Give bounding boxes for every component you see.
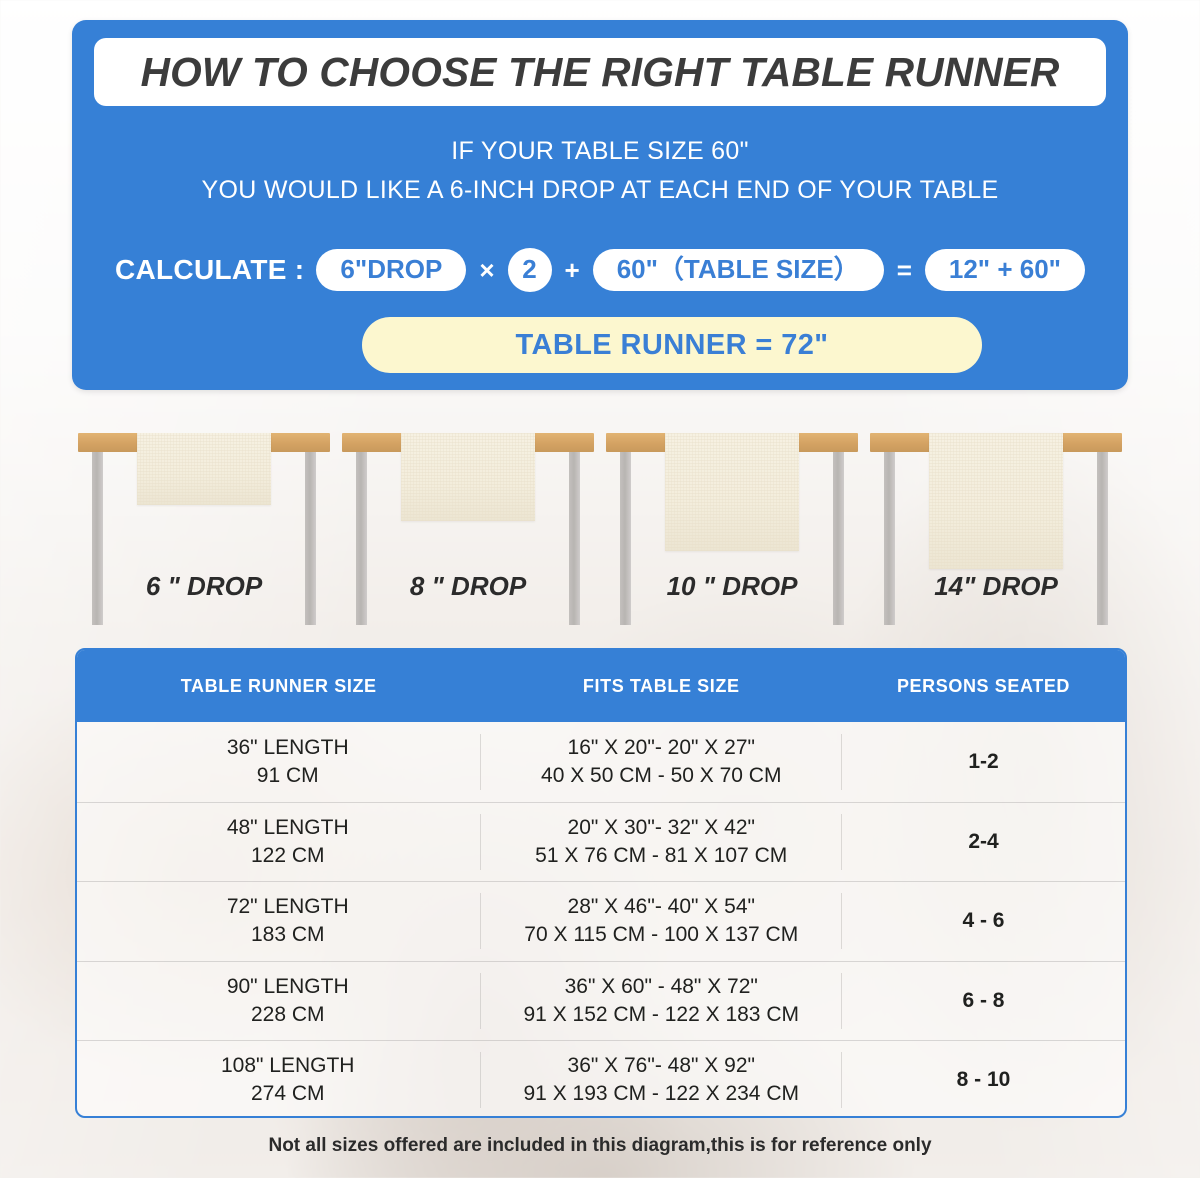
fits-cm: 91 X 193 CM - 122 X 234 CM	[523, 1082, 799, 1106]
calculation-row: CALCULATE : 6"DROP × 2 + 60"（TABLE SIZE）…	[72, 248, 1128, 292]
drop-label: 6 " DROP	[145, 571, 263, 601]
fits-cm: 70 X 115 CM - 100 X 137 CM	[524, 923, 799, 947]
table-leg-right	[569, 452, 580, 625]
runner-size-length: 108" LENGTH	[220, 1054, 355, 1078]
drop-illustration-10in: 10 " DROP	[600, 425, 864, 625]
table-leg-left	[620, 452, 631, 625]
title-plate: HOW TO CHOOSE THE RIGHT TABLE RUNNER	[94, 38, 1106, 106]
sum-pill: 12" + 60"	[924, 249, 1085, 291]
footnote: Not all sizes offered are included in th…	[268, 1135, 932, 1156]
cell-runner-size: 36" LENGTH 91 CM	[77, 734, 480, 790]
drop-label: 8 " DROP	[409, 571, 527, 601]
runner-size-length: 48" LENGTH	[226, 815, 349, 839]
size-chart-table: TABLE RUNNER SIZE FITS TABLE SIZE PERSON…	[75, 648, 1127, 1118]
fits-cm: 40 X 50 CM - 50 X 70 CM	[541, 763, 782, 787]
drop-illustrations: 6 " DROP 8 " DROP 10 " DROP 14" DROP	[72, 425, 1128, 625]
cell-runner-size: 108" LENGTH 274 CM	[77, 1052, 480, 1108]
table-top-right	[258, 433, 330, 452]
table-size-pill: 60"（TABLE SIZE）	[592, 249, 884, 291]
table-leg-left	[92, 452, 103, 625]
drop-illustration-14in: 14" DROP	[864, 425, 1128, 625]
cell-fits-table-size: 28" X 46"- 40" X 54" 70 X 115 CM - 100 X …	[480, 893, 843, 950]
runner-size-cm: 183 CM	[250, 923, 325, 947]
runner-size-cm: 91 CM	[256, 763, 319, 787]
result-pill: TABLE RUNNER = 72"	[362, 317, 982, 373]
drop-value-pill: 6"DROP	[316, 249, 467, 291]
calculate-label: CALCULATE :	[114, 254, 305, 285]
fits-inches: 36" X 76"- 48" X 92"	[567, 1054, 755, 1078]
table-header-row: TABLE RUNNER SIZE FITS TABLE SIZE PERSON…	[77, 650, 1125, 722]
table-leg-right	[1097, 452, 1108, 625]
table-row: 36" LENGTH 91 CM 16" X 20"- 20" X 27" 40 X …	[77, 722, 1125, 802]
fits-inches: 28" X 46"- 40" X 54"	[567, 895, 755, 919]
runner-size-cm: 122 CM	[250, 843, 325, 867]
fits-inches: 20" X 30"- 32" X 42"	[567, 815, 755, 839]
table-leg-right	[305, 452, 316, 625]
table-row: 48" LENGTH 122 CM 20" X 30"- 32" X 42" 51 X…	[77, 801, 1125, 882]
table-leg-left	[884, 452, 895, 625]
table-row: 108" LENGTH 274 CM 36" X 76"- 48" X 92" 91 …	[77, 1040, 1125, 1116]
table-leg-right	[833, 452, 844, 625]
cell-fits-table-size: 16" X 20"- 20" X 27" 40 X 50 CM - 50 X 70…	[480, 733, 843, 790]
drop-illustration-8in: 8 " DROP	[336, 425, 600, 625]
plus-symbol: +	[564, 254, 580, 285]
table-runner-cloth	[401, 433, 535, 521]
cell-persons-seated: 6 - 8	[962, 988, 1005, 1012]
cell-fits-table-size: 20" X 30"- 32" X 42" 51 X 76 CM - 81 X 10…	[480, 813, 843, 870]
table-top-left	[78, 433, 150, 452]
cell-runner-size: 48" LENGTH 122 CM	[77, 814, 480, 870]
page-title: HOW TO CHOOSE THE RIGHT TABLE RUNNER	[140, 48, 1060, 95]
drop-label: 10 " DROP	[666, 571, 798, 601]
column-header-runner-size: TABLE RUNNER SIZE	[180, 675, 377, 696]
table-top-right	[1050, 433, 1122, 452]
fits-cm: 51 X 76 CM - 81 X 107 CM	[535, 843, 788, 867]
column-header-persons-seated: PERSONS SEATED	[896, 675, 1071, 696]
cell-persons-seated: 2-4	[968, 829, 999, 853]
runner-size-length: 90" LENGTH	[226, 974, 349, 998]
fits-cm: 91 X 152 CM - 122 X 183 CM	[523, 1002, 799, 1026]
table-row: 90" LENGTH 228 CM 36" X 60" - 48" X 72" 91 …	[77, 960, 1125, 1041]
table-top-right	[522, 433, 594, 452]
runner-size-length: 36" LENGTH	[226, 735, 349, 759]
runner-size-cm: 274 CM	[250, 1082, 325, 1106]
table-top-right	[786, 433, 858, 452]
table-leg-left	[356, 452, 367, 625]
cell-persons-seated: 4 - 6	[962, 909, 1005, 933]
drop-illustration-6in: 6 " DROP	[72, 425, 336, 625]
multiply-symbol: ×	[479, 254, 495, 285]
table-runner-cloth	[137, 433, 271, 505]
drop-label: 14" DROP	[934, 571, 1058, 601]
runner-size-length: 72" LENGTH	[226, 895, 349, 919]
table-row: 72" LENGTH 183 CM 28" X 46"- 40" X 54" 70 X…	[77, 881, 1125, 961]
table-top-left	[606, 433, 678, 452]
cell-runner-size: 90" LENGTH 228 CM	[77, 973, 480, 1029]
subtitle-line-1: IF YOUR TABLE SIZE 60"	[451, 137, 749, 165]
column-header-fits-table-size: FITS TABLE SIZE	[582, 675, 740, 696]
cell-persons-seated: 1-2	[968, 749, 999, 773]
cell-fits-table-size: 36" X 60" - 48" X 72" 91 X 152 CM - 122 X…	[480, 972, 843, 1029]
runner-size-cm: 228 CM	[250, 1002, 325, 1026]
table-runner-cloth	[929, 433, 1063, 569]
cell-persons-seated: 8 - 10	[956, 1068, 1011, 1092]
multiplier-pill: 2	[507, 248, 552, 292]
subtitle-line-2: YOU WOULD LIKE A 6-INCH DROP AT EACH END…	[201, 176, 999, 204]
calculator-panel: HOW TO CHOOSE THE RIGHT TABLE RUNNER IF …	[72, 20, 1128, 390]
table-runner-cloth	[665, 433, 799, 551]
cell-runner-size: 72" LENGTH 183 CM	[77, 893, 480, 949]
table-top-left	[870, 433, 942, 452]
fits-inches: 36" X 60" - 48" X 72"	[564, 974, 758, 998]
fits-inches: 16" X 20"- 20" X 27"	[567, 735, 755, 759]
table-top-left	[342, 433, 414, 452]
result-text: TABLE RUNNER = 72"	[515, 328, 829, 361]
equals-symbol: =	[896, 254, 912, 285]
table-body: 36" LENGTH 91 CM 16" X 20"- 20" X 27" 40 X …	[77, 722, 1125, 1116]
cell-fits-table-size: 36" X 76"- 48" X 92" 91 X 193 CM - 122 X …	[480, 1052, 843, 1109]
